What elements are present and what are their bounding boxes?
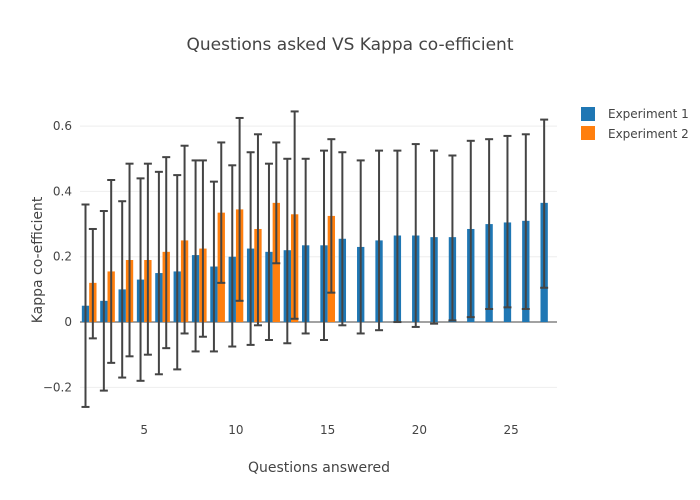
x-tick-label: 10 (228, 423, 243, 437)
error-bar-experiment-1 (393, 149, 402, 324)
y-tick-label: 0 (64, 315, 72, 329)
y-tick-label: 0.2 (53, 250, 72, 264)
error-bar-experiment-2 (125, 162, 134, 358)
error-bar-experiment-1 (301, 157, 310, 335)
error-bar-experiment-1 (246, 151, 255, 346)
error-bar-experiment-1 (173, 174, 182, 371)
y-axis-title: Kappa co-efficient (30, 196, 46, 323)
error-bar-experiment-1 (485, 138, 494, 310)
legend-swatch-experiment-2 (581, 126, 595, 140)
error-bar-experiment-1 (209, 180, 218, 353)
x-axis-title: Questions answered (248, 460, 390, 476)
y-tick-label: 0.6 (53, 119, 72, 133)
error-bar-experiment-2 (88, 227, 97, 340)
error-bar-experiment-1 (136, 177, 145, 382)
error-bar-experiment-1 (411, 143, 420, 328)
legend-swatch-experiment-1 (581, 107, 595, 121)
error-bar-experiment-1 (118, 200, 127, 379)
error-bar-experiment-1 (81, 203, 90, 408)
error-bar-experiment-2 (235, 116, 244, 302)
error-bar-experiment-2 (217, 141, 226, 284)
x-tick-label: 25 (503, 423, 518, 437)
error-bar-experiment-2 (253, 133, 262, 327)
error-bar-experiment-1 (338, 151, 347, 327)
error-bar-experiment-1 (191, 159, 200, 353)
x-tick-label: 20 (412, 423, 427, 437)
legend-label-experiment-2: Experiment 2 (608, 127, 689, 141)
error-bar-experiment-2 (143, 162, 152, 356)
error-bar-experiment-1 (356, 159, 365, 335)
error-bar-experiment-1 (448, 154, 457, 322)
error-bar-experiment-2 (272, 141, 281, 265)
legend-item-experiment-2[interactable]: Experiment 2 (581, 126, 689, 141)
error-bar-experiment-1 (540, 118, 549, 289)
error-bar-experiment-1 (430, 149, 439, 325)
error-bar-experiment-1 (154, 170, 163, 376)
error-bar-experiment-1 (375, 149, 384, 332)
plot-area (81, 110, 549, 408)
error-bar-experiment-2 (290, 110, 299, 320)
error-bar-experiment-2 (162, 156, 171, 350)
legend[interactable]: Experiment 1 Experiment 2 (581, 107, 689, 141)
error-bar-experiment-1 (521, 133, 530, 310)
x-tick-label: 15 (320, 423, 335, 437)
legend-item-experiment-1[interactable]: Experiment 1 (581, 107, 689, 121)
error-bar-experiment-2 (327, 138, 336, 294)
y-tick-label: −0.2 (43, 380, 72, 394)
legend-label-experiment-1: Experiment 1 (608, 107, 689, 121)
error-bar-experiment-1 (228, 164, 237, 348)
error-bar-experiment-1 (264, 162, 273, 341)
error-bar-experiment-2 (107, 179, 116, 364)
error-bar-experiment-2 (180, 144, 189, 335)
error-bar-experiment-1 (320, 149, 329, 341)
y-tick-label: 0.4 (53, 184, 72, 198)
error-bar-experiment-1 (503, 134, 512, 309)
chart-title: Questions asked VS Kappa co-efficient (186, 35, 513, 55)
error-bar-experiment-2 (198, 159, 207, 338)
x-axis-ticks: 5 10 15 20 25 (140, 423, 518, 437)
error-bar-experiment-1 (99, 210, 108, 392)
error-bar-experiment-1 (466, 139, 475, 319)
x-tick-label: 5 (140, 423, 148, 437)
error-bar-experiment-1 (283, 157, 292, 345)
y-axis-ticks: −0.2 0 0.2 0.4 0.6 (43, 119, 72, 394)
